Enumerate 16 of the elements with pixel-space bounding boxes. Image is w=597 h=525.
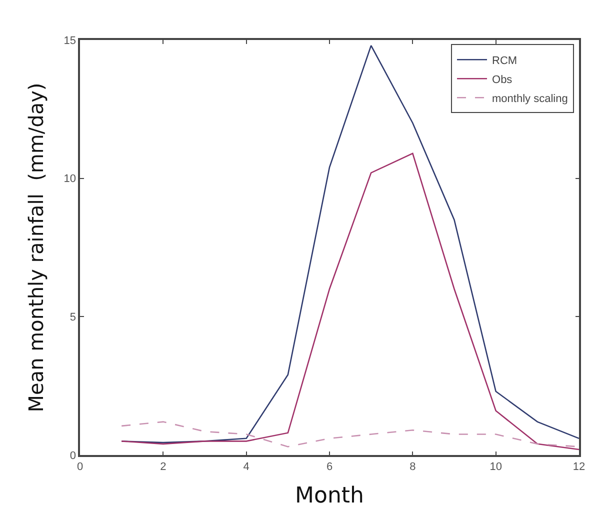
y-tick-label: 5 xyxy=(70,312,76,324)
x-tick-label: 10 xyxy=(490,460,502,473)
y-tick-label: 15 xyxy=(64,34,76,47)
x-tick-label: 4 xyxy=(243,460,250,473)
legend-label: RCM xyxy=(492,54,518,67)
x-tick-label: 6 xyxy=(326,460,333,473)
x-tick-label: 2 xyxy=(160,460,166,473)
y-axis-title: Mean monthly rainfall (mm/day) xyxy=(24,82,48,412)
y-tick-label: 10 xyxy=(64,173,76,186)
x-tick-label: 12 xyxy=(572,460,586,473)
x-tick-label: 8 xyxy=(410,460,416,473)
y-tick-label: 0 xyxy=(70,450,76,462)
line-series xyxy=(120,152,579,450)
x-axis-title: Month xyxy=(295,483,364,508)
legend-label: Obs xyxy=(492,74,513,86)
legend-label: monthly scaling xyxy=(492,92,568,105)
